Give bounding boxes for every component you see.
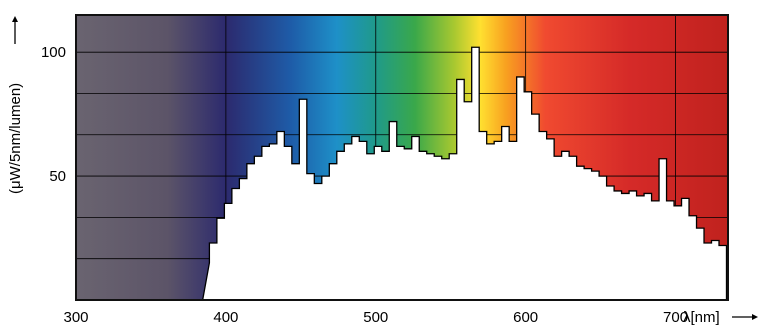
x-tick-label: 700: [663, 309, 688, 326]
y-tick-label: 100: [41, 44, 66, 61]
y-axis-title: (μW/5nm/lumen): [7, 16, 24, 194]
x-tick-label: 500: [363, 309, 388, 326]
x-tick-labels: 300 400 500 600 700: [63, 309, 688, 326]
plot-frame: [75, 14, 729, 301]
y-arrow-icon: [12, 16, 18, 44]
x-axis-label: λ[nm]: [683, 309, 720, 326]
x-tick-label: 300: [63, 309, 88, 326]
x-tick-label: 600: [513, 309, 538, 326]
y-tick-label: 50: [49, 168, 66, 185]
y-axis-label: (μW/5nm/lumen): [7, 83, 24, 194]
x-tick-label: 400: [213, 309, 238, 326]
spectral-curve: [201, 46, 728, 301]
x-axis-title: λ[nm]: [683, 309, 758, 326]
y-tick-labels: 50 100: [41, 44, 66, 185]
x-arrow-icon: [732, 314, 758, 320]
